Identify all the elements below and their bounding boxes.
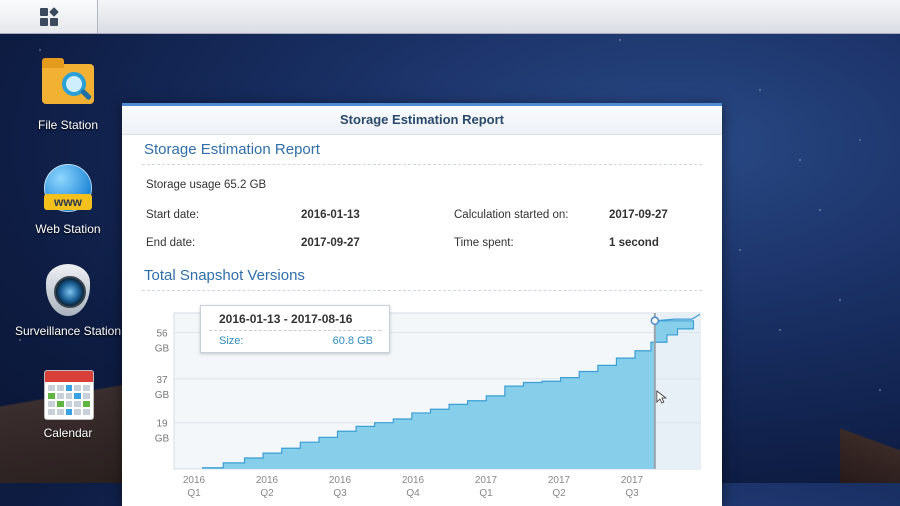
x-tick-year: 2016 [402,475,425,486]
desktop-icon-label: Web Station [35,222,101,236]
tooltip-size-label: Size: [219,335,244,347]
storage-estimation-window: Storage Estimation Report Storage Estima… [122,103,722,506]
y-tick-label: 19 [156,419,168,430]
calc-started-label: Calculation started on: [454,209,569,221]
y-tick-label: 37 [156,375,168,386]
x-tick-quarter: Q2 [260,488,274,499]
time-spent-value: 1 second [609,237,659,249]
x-tick-quarter: Q2 [552,488,566,499]
web-station-icon: www [40,162,96,218]
area-series [202,320,694,469]
start-date-label: Start date: [146,209,200,221]
tooltip-date-range: 2016-01-13 - 2017-08-16 [219,312,353,326]
x-tick-quarter: Q3 [625,488,639,499]
x-tick-year: 2017 [475,475,498,486]
desktop-icon-label: Calendar [43,426,93,440]
calendar-icon [40,366,96,422]
x-tick-quarter: Q4 [406,488,420,499]
x-tick-year: 2017 [621,475,644,486]
time-spent-label: Time spent: [454,237,514,249]
future-line [654,313,701,322]
desktop-icon-label: Surveillance Station [14,324,122,338]
www-badge: www [44,194,92,210]
x-tick-quarter: Q1 [187,488,201,499]
report-info: Start date: 2016-01-13 Calculation start… [142,197,702,253]
x-tick-year: 2016 [183,475,206,486]
end-date-value: 2017-09-27 [301,237,360,249]
file-station-icon [40,58,96,114]
mouse-cursor [656,390,668,404]
desktop-icon-surveillance-station[interactable]: Surveillance Station [8,264,128,338]
x-tick-quarter: Q1 [479,488,493,499]
chart-tooltip: 2016-01-13 - 2017-08-16 Size: 60.8 GB [200,305,390,353]
surveillance-station-icon [40,264,96,320]
desktop-icon-file-station[interactable]: File Station [8,58,128,132]
wallpaper-terrain-right [840,413,900,483]
desktop-icon-label: File Station [37,118,99,132]
desktop-icon-calendar[interactable]: Calendar [8,366,128,440]
highlight-marker [650,316,660,326]
taskbar [0,0,900,34]
window-title[interactable]: Storage Estimation Report [122,106,722,135]
main-menu-button[interactable] [0,0,98,33]
report-heading: Storage Estimation Report [142,135,702,165]
storage-usage: Storage usage 65.2 GB [146,179,267,191]
snapshot-chart[interactable]: 19 GB 37 GB 56 GB 2016 Q1 2016 Q2 2016 Q3 2016 Q4 2017… [142,299,702,499]
y-tick-label: 56 [156,329,168,340]
start-date-value: 2016-01-13 [301,209,360,221]
x-tick-year: 2016 [256,475,279,486]
end-date-label: End date: [146,237,196,249]
chart-heading: Total Snapshot Versions [142,261,702,291]
y-tick-unit: GB [155,390,170,401]
x-tick-year: 2017 [548,475,571,486]
desktop-icon-web-station[interactable]: www Web Station [8,162,128,236]
series-line [202,320,695,469]
x-tick-year: 2016 [329,475,352,486]
calc-started-value: 2017-09-27 [609,209,668,221]
y-tick-unit: GB [155,434,170,445]
y-tick-unit: GB [155,344,170,355]
main-menu-icon [39,6,59,26]
x-tick-quarter: Q3 [333,488,347,499]
tooltip-size-value: 60.8 GB [332,335,373,347]
